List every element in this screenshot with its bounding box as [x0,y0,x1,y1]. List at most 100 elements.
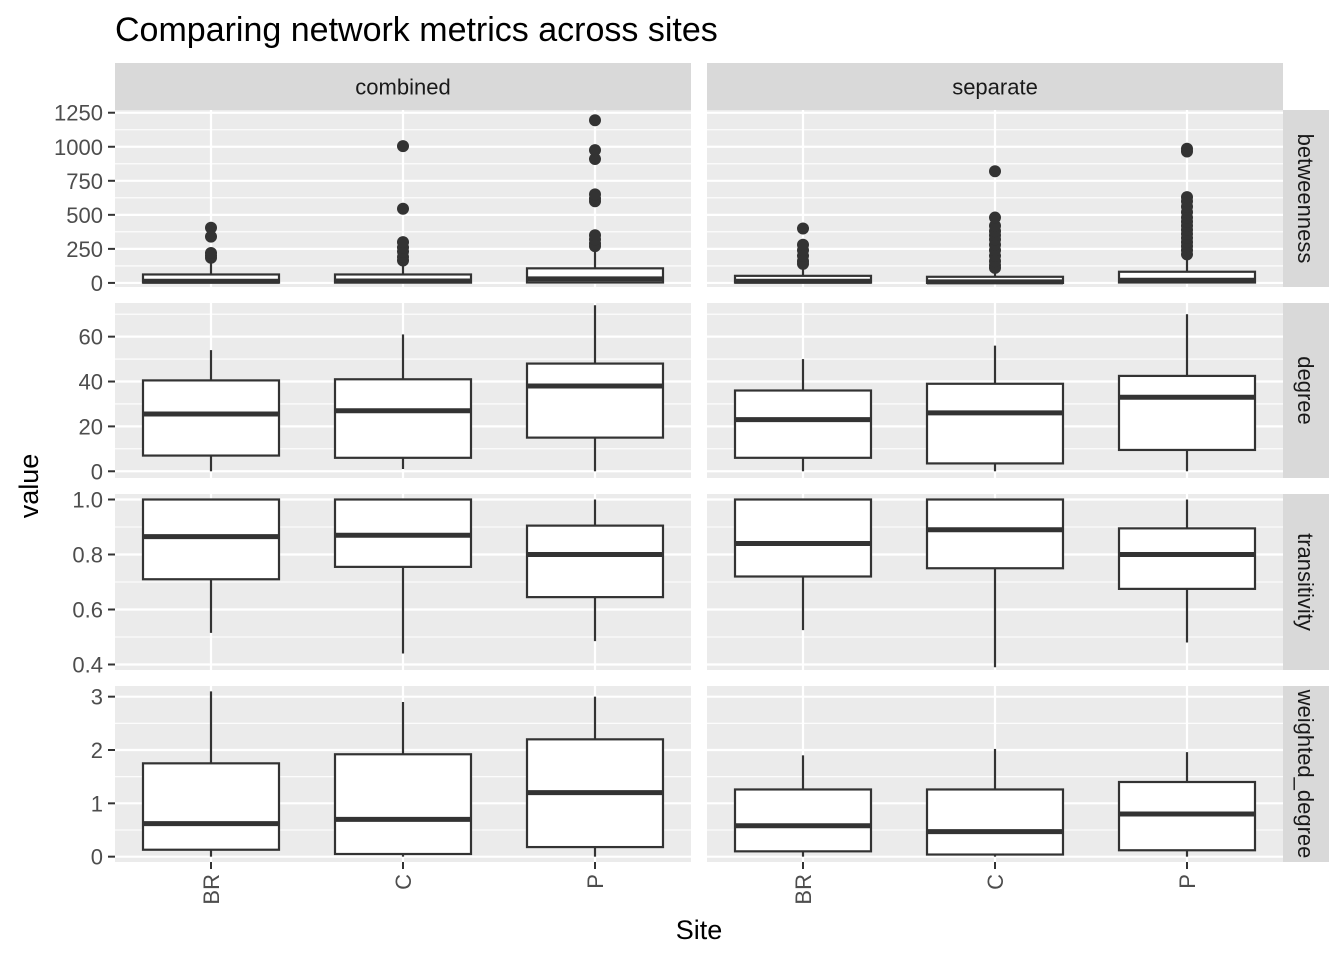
boxplot-p [525,499,665,642]
y-tick-label: 0.4 [72,653,103,678]
outlier-point [397,202,409,215]
boxplot-br [733,755,873,857]
facet-strip-separate [707,63,1283,110]
box-iqr [141,379,281,457]
x-tick-label-c: C [391,874,416,890]
y-axis-title: value [14,454,44,519]
boxplot-br [733,359,873,472]
boxplot-p [1117,499,1257,643]
facet-strip-label-weighted-degree: weighted_degree [1293,689,1318,859]
facet-strip-label-combined: combined [355,75,450,100]
panel-transitivity-combined [115,494,691,670]
boxplot-br [733,222,873,284]
outlier-point [797,222,809,235]
outlier-point [589,114,601,127]
outlier-point [989,165,1001,178]
box-iqr [141,498,281,581]
y-tick-label: 0.8 [72,543,103,568]
boxplot-br [141,498,281,633]
outlier-point [989,211,1001,224]
outlier-point [589,188,601,201]
y-tick-label: 1 [91,791,103,816]
boxplot-c [925,345,1065,472]
boxplot-p [525,114,665,284]
boxplot-p [525,696,665,857]
outlier-point [205,230,217,243]
y-tick-label: 0 [91,845,103,870]
y-tick-label: 20 [79,414,103,439]
panel-degree-separate [707,303,1283,478]
boxplot-p [1117,752,1257,857]
boxplot-br [141,350,281,472]
box-iqr [333,378,473,459]
boxplot-c [925,498,1065,668]
outlier-point [1181,191,1193,204]
y-tick-label: 1000 [54,135,103,160]
box-iqr [1117,374,1257,452]
box-iqr [925,788,1065,856]
box-iqr [733,788,873,853]
x-tick-label-p: P [583,874,608,889]
panel-transitivity-separate [707,494,1283,670]
facet-strip-label-separate: separate [952,75,1038,100]
box-iqr [733,389,873,459]
facet-strip-label-betweenness: betweenness [1293,134,1318,264]
outlier-point [397,236,409,249]
x-tick-label-br: BR [199,874,224,905]
facet-strip-transitivity [1283,494,1329,670]
panel-betweenness-separate [707,110,1283,287]
panel-weighted-degree-separate [707,686,1283,862]
outlier-point [797,238,809,251]
box-iqr [525,524,665,599]
box-iqr [525,362,665,439]
outlier-point [205,246,217,259]
boxplot-c [333,498,473,654]
y-tick-label: 0.6 [72,598,103,623]
boxplot-p [1117,314,1257,472]
panel-degree-combined [115,303,691,478]
y-tick-label: 500 [66,203,103,228]
outlier-point [1181,142,1193,155]
outlier-point [589,229,601,242]
boxplot-c [333,702,473,857]
facet-strip-combined [115,63,691,110]
outlier-point [205,221,217,234]
facet-panels [115,110,1283,862]
outlier-point [589,144,601,157]
panel-weighted-degree-combined [115,686,691,862]
y-tick-label: 0 [91,271,103,296]
boxplot-p [525,305,665,472]
box-iqr [1117,527,1257,590]
x-tick-label-p: P [1175,874,1200,889]
y-tick-label: 0 [91,459,103,484]
facet-strip-label-degree: degree [1293,356,1318,425]
y-tick-label: 1.0 [72,488,103,513]
outlier-point [589,153,601,166]
outlier-point [397,140,409,153]
y-tick-label: 1250 [54,101,103,126]
chart-title: Comparing network metrics across sites [115,11,718,49]
boxplot-br [141,691,281,857]
boxplot-c [333,334,473,470]
facet-strip-degree [1283,303,1329,478]
boxplot-c [925,165,1065,285]
facet-strips: combined separate betweenness degree transit… [115,63,1329,862]
boxplot-br [141,221,281,284]
facet-axes: 0 250 500 750 1000 1250 0 20 40 60 0.4 0.6 0.8 1.0 0 1 2… [54,101,1200,905]
boxplot-br [733,498,873,631]
facet-strip-label-transitivity: transitivity [1293,533,1318,631]
y-tick-label: 60 [79,325,103,350]
boxplot-c [925,748,1065,857]
x-tick-label-c: C [983,874,1008,890]
box-iqr [733,498,873,578]
facet-strip-betweenness [1283,110,1329,287]
facet-strip-weighted-degree [1283,686,1329,862]
box-iqr [141,762,281,851]
y-tick-label: 2 [91,738,103,763]
x-axis-title: Site [676,915,723,945]
boxplot-c [333,140,473,284]
y-tick-label: 40 [79,370,103,395]
box-iqr [925,382,1065,465]
y-tick-label: 250 [66,237,103,262]
